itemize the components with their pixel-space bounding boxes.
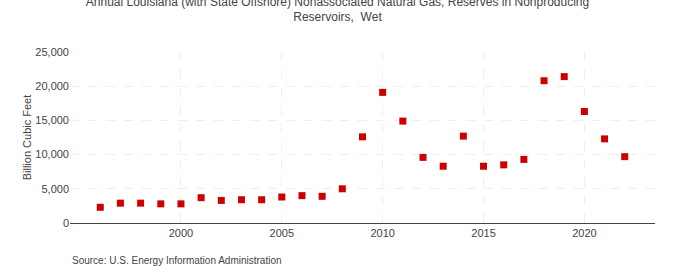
svg-text:2005: 2005 (270, 227, 294, 239)
svg-text:5,000: 5,000 (41, 183, 69, 195)
svg-text:2010: 2010 (370, 227, 394, 239)
svg-text:0: 0 (63, 217, 69, 229)
svg-text:Billion Cubic Feet: Billion Cubic Feet (21, 95, 33, 181)
svg-text:2020: 2020 (572, 227, 596, 239)
svg-text:2015: 2015 (471, 227, 495, 239)
svg-text:10,000: 10,000 (35, 148, 69, 160)
svg-text:2000: 2000 (169, 227, 193, 239)
svg-text:Annual Louisiana (with State O: Annual Louisiana (with State Offshore) N… (86, 0, 589, 24)
svg-text:Source: U.S. Energy Informatio: Source: U.S. Energy Information Administ… (72, 255, 282, 266)
svg-text:25,000: 25,000 (35, 46, 69, 58)
svg-text:15,000: 15,000 (35, 114, 69, 126)
svg-text:20,000: 20,000 (35, 80, 69, 92)
